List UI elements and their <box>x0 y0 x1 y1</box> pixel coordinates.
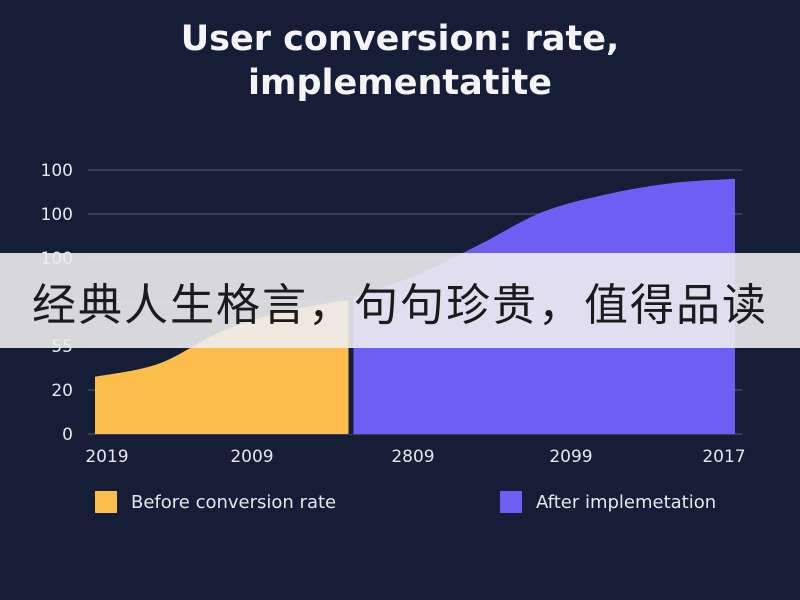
x-tick-label-1: 2009 <box>230 447 273 467</box>
x-tick-label-2: 2809 <box>391 447 434 467</box>
legend-swatch-before <box>95 491 117 513</box>
overlay-banner: 经典人生格言，句句珍贵，值得品读 <box>0 253 800 348</box>
x-tick-label-4: 2017 <box>702 447 745 467</box>
y-tick-label-0: 100 <box>41 161 73 181</box>
legend-label-before: Before conversion rate <box>131 491 337 513</box>
legend-item-after: After implemetation <box>500 490 716 514</box>
chart-title-line-1: User conversion: rate, <box>180 19 620 59</box>
banner-text: 经典人生格言，句句珍贵，值得品读 <box>32 279 768 331</box>
x-tick-label-3: 2099 <box>549 447 592 467</box>
x-tick-label-0: 2019 <box>85 447 128 467</box>
chart-title-line-2: implementatite <box>248 63 552 103</box>
y-tick-label-1: 100 <box>41 205 73 225</box>
legend-item-before: Before conversion rate <box>95 490 336 514</box>
legend-label-after: After implemetation <box>536 491 717 513</box>
legend-swatch-after <box>500 491 522 513</box>
y-tick-label-5: 0 <box>62 425 73 445</box>
y-tick-label-4: 20 <box>51 381 73 401</box>
